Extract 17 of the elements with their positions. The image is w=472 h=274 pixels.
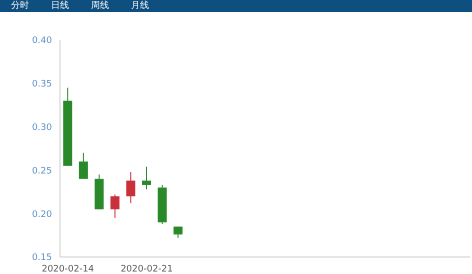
x-tick-label: 2020-02-21 [120, 264, 173, 274]
text: 月线 [130, 0, 150, 12]
y-tick-label: 0.15 [32, 253, 52, 264]
text: 周线 [90, 0, 110, 12]
x-tick-label: 2020-02-14 [42, 264, 94, 274]
candlestick [126, 171, 136, 204]
text: 分时 [10, 0, 30, 12]
y-tick-label: 0.30 [32, 122, 52, 133]
y-tick-label: 0.25 [32, 166, 52, 176]
candlestick [78, 152, 88, 180]
candlestick [110, 194, 120, 218]
y-tick-label: 0.20 [32, 210, 52, 220]
candlestick [142, 166, 151, 190]
y-tick-label: 0.35 [32, 80, 52, 90]
y-tick-label: 0.40 [32, 36, 52, 46]
text: 日线 [50, 0, 70, 12]
candlestick [174, 226, 183, 238]
